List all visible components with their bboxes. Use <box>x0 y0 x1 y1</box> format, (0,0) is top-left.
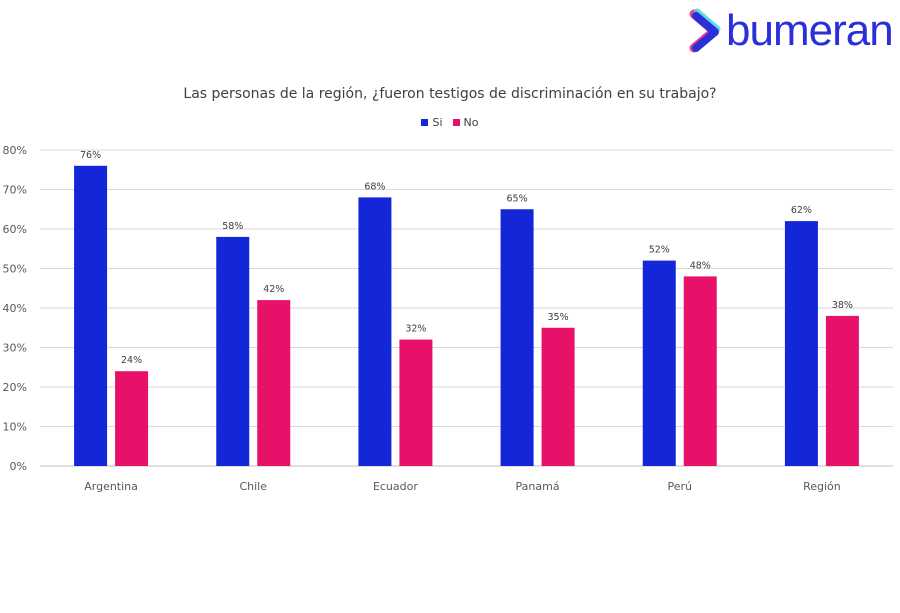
data-label: 38% <box>832 300 853 311</box>
legend: Si No <box>0 116 900 129</box>
y-tick-label: 10% <box>3 421 27 434</box>
bar-si <box>642 260 676 466</box>
data-label: 35% <box>548 312 569 323</box>
bar-no <box>541 327 575 466</box>
legend-swatch-no <box>452 119 460 126</box>
x-tick-label: Panamá <box>516 480 560 493</box>
x-tick-label: Región <box>803 480 841 493</box>
legend-item-si: Si <box>421 116 443 129</box>
x-tick-label: Ecuador <box>373 480 418 493</box>
bumeran-logo: bumeran <box>688 6 894 55</box>
y-tick-label: 0% <box>10 460 27 473</box>
data-label: 76% <box>80 150 101 161</box>
legend-item-no: No <box>452 116 479 129</box>
data-label: 65% <box>507 193 528 204</box>
bar-si <box>74 165 108 467</box>
data-label: 24% <box>121 355 142 366</box>
bar-no <box>683 276 717 466</box>
y-tick-label: 30% <box>3 342 27 355</box>
bar-si <box>216 236 250 466</box>
legend-label-si: Si <box>432 116 443 129</box>
bar-si <box>784 221 818 466</box>
data-label: 32% <box>405 324 426 335</box>
x-tick-label: Argentina <box>84 480 138 493</box>
x-tick-label: Chile <box>239 480 267 493</box>
bar-si <box>500 209 534 466</box>
bar-no <box>399 339 433 466</box>
data-label: 52% <box>649 245 670 256</box>
legend-swatch-si <box>421 119 429 126</box>
data-label: 62% <box>791 205 812 216</box>
x-tick-label: Perú <box>667 480 692 493</box>
data-label: 68% <box>364 181 385 192</box>
y-tick-label: 70% <box>3 184 27 197</box>
y-tick-label: 50% <box>3 263 27 276</box>
legend-label-no: No <box>463 116 479 129</box>
data-label: 58% <box>222 221 243 232</box>
bar-si <box>358 197 392 466</box>
chart-title: Las personas de la región, ¿fueron testi… <box>183 86 717 102</box>
y-tick-label: 80% <box>3 144 27 157</box>
y-tick-label: 20% <box>3 381 27 394</box>
y-tick-label: 40% <box>3 302 27 315</box>
logo-text: bumeran <box>726 6 894 55</box>
bar-no <box>115 371 149 466</box>
chevron-logo-icon <box>689 8 721 53</box>
bar-no <box>257 300 291 466</box>
data-label: 42% <box>263 284 284 295</box>
bar-no <box>825 315 859 466</box>
y-tick-label: 60% <box>3 223 27 236</box>
data-label: 48% <box>690 260 711 271</box>
